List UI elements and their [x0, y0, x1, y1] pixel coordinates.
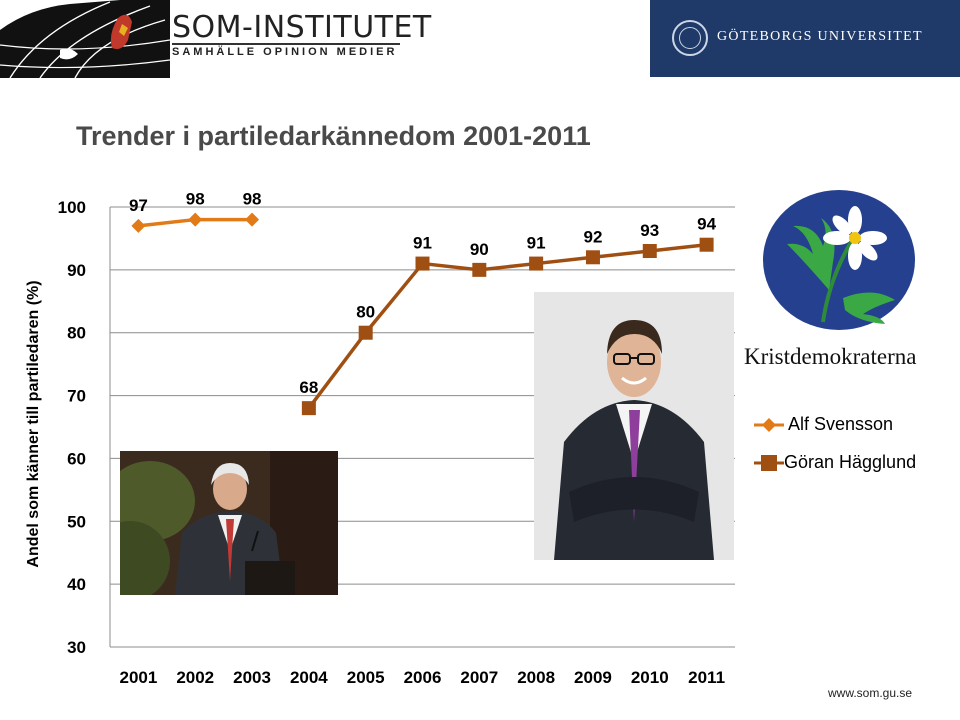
globe-map-icon [0, 0, 171, 79]
data-point [472, 262, 487, 277]
footer-url: www.som.gu.se [828, 686, 913, 700]
university-name: GÖTEBORGS UNIVERSITET [717, 29, 923, 44]
legend-marker-diamond-icon [754, 418, 784, 432]
data-point [699, 237, 714, 252]
data-point [415, 256, 430, 271]
x-tick-label: 2004 [290, 668, 328, 687]
y-tick-label: 40 [67, 575, 86, 594]
y-tick-label: 70 [67, 387, 86, 406]
x-tick-label: 2007 [460, 668, 498, 687]
y-tick-label: 100 [58, 198, 86, 217]
alf-svensson-photo [120, 451, 338, 595]
data-label: 94 [697, 215, 716, 234]
slide-title: Trender i partiledarkännedom 2001-2011 [76, 121, 591, 151]
university-seal-inner [679, 27, 701, 49]
legend-item-alf-svensson: Alf Svensson [754, 413, 954, 437]
x-tick-label: 2006 [404, 668, 442, 687]
series-alf-svensson: 97 98 98 [129, 190, 262, 233]
data-point [188, 212, 203, 227]
logo-divider [172, 43, 400, 45]
party-logo [763, 190, 915, 330]
data-point [301, 401, 316, 416]
y-tick-label: 30 [67, 638, 86, 657]
data-label: 90 [470, 240, 489, 259]
party-name: Kristdemokraterna [744, 344, 917, 369]
legend-label: Göran Hägglund [784, 452, 917, 472]
x-tick-label: 2003 [233, 668, 271, 687]
som-logo [0, 0, 420, 79]
data-point [529, 256, 544, 271]
university-seal-icon [672, 20, 708, 56]
data-label: 93 [640, 221, 659, 240]
data-point [585, 250, 600, 265]
data-point [131, 218, 146, 233]
data-point [245, 212, 260, 227]
series-line [307, 242, 707, 410]
y-tick-label: 50 [67, 512, 86, 531]
x-tick-label: 2011 [688, 668, 725, 687]
x-tick-label: 2005 [347, 668, 385, 687]
org-name: SOM-INSTITUTET [172, 10, 432, 45]
goran-hagglund-photo [534, 292, 734, 560]
y-tick-label: 80 [67, 324, 86, 343]
data-label: 97 [129, 196, 148, 215]
x-tick-label: 2008 [517, 668, 555, 687]
anemone-flower-icon [787, 206, 895, 324]
data-label: 92 [583, 227, 602, 246]
data-label: 91 [413, 234, 432, 253]
series-goran-hagglund: 68 80 91 90 91 92 93 94 [299, 215, 717, 416]
x-tick-label: 2009 [574, 668, 612, 687]
x-tick-label: 2001 [119, 668, 157, 687]
legend-label: Alf Svensson [788, 414, 894, 434]
x-tick-label: 2002 [176, 668, 214, 687]
data-label: 68 [299, 378, 318, 397]
data-label: 98 [243, 190, 262, 209]
data-point [642, 244, 657, 258]
y-tick-label: 60 [67, 449, 86, 468]
data-label: 98 [186, 190, 205, 209]
legend-marker-square-icon [754, 455, 784, 471]
data-label: 91 [527, 234, 546, 253]
legend-item-goran-hagglund: Göran Hägglund [754, 451, 954, 475]
data-label: 80 [356, 303, 375, 322]
y-tick-label: 90 [67, 261, 86, 280]
data-point [358, 325, 373, 340]
org-tagline: SAMHÄLLE OPINION MEDIER [172, 46, 398, 58]
x-tick-label: 2010 [631, 668, 669, 687]
